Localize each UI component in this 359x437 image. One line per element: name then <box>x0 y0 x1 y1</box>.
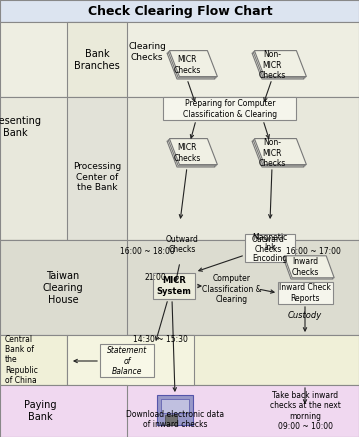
FancyBboxPatch shape <box>163 97 296 120</box>
Text: Inward Check
Reports: Inward Check Reports <box>279 283 331 303</box>
Polygon shape <box>253 52 305 78</box>
Text: 16:00 ~ 17:00: 16:00 ~ 17:00 <box>285 247 340 257</box>
Text: Inward
Checks: Inward Checks <box>291 257 319 277</box>
Text: Non-
MICR
Checks: Non- MICR Checks <box>258 138 286 168</box>
FancyBboxPatch shape <box>67 97 127 240</box>
Text: Take back inward
checks at the next
morning
09:00 ~ 10:00: Take back inward checks at the next morn… <box>270 391 340 431</box>
Text: MICR
Checks: MICR Checks <box>173 55 201 75</box>
Polygon shape <box>283 257 333 279</box>
FancyBboxPatch shape <box>0 385 127 437</box>
Text: Statement
of
Balance: Statement of Balance <box>107 346 147 376</box>
Polygon shape <box>167 141 215 167</box>
FancyBboxPatch shape <box>0 335 359 385</box>
Text: 21:00: 21:00 <box>144 273 166 281</box>
FancyBboxPatch shape <box>165 415 177 425</box>
Text: Check Clearing Flow Chart: Check Clearing Flow Chart <box>88 4 272 17</box>
Text: Outward
Checks: Outward Checks <box>165 235 199 254</box>
Polygon shape <box>168 140 216 166</box>
FancyBboxPatch shape <box>67 335 194 385</box>
FancyBboxPatch shape <box>0 240 127 335</box>
FancyBboxPatch shape <box>0 240 359 335</box>
FancyBboxPatch shape <box>245 234 295 262</box>
Text: Magnetic
Ink
Encoding: Magnetic Ink Encoding <box>252 233 288 263</box>
Text: Custody: Custody <box>288 311 322 319</box>
Text: Preparing for Computer
Classification & Clearing: Preparing for Computer Classification & … <box>183 99 277 119</box>
FancyBboxPatch shape <box>0 385 359 437</box>
Text: MICR
Checks: MICR Checks <box>173 143 201 163</box>
Polygon shape <box>252 53 304 79</box>
Text: Non-
MICR
Checks: Non- MICR Checks <box>258 50 286 80</box>
Polygon shape <box>253 140 305 166</box>
Polygon shape <box>252 141 304 167</box>
Text: Clearing
Checks: Clearing Checks <box>128 42 166 62</box>
FancyBboxPatch shape <box>0 22 359 97</box>
Text: Computer
Classification &
Clearing: Computer Classification & Clearing <box>202 274 262 304</box>
Text: Processing
Center of
the Bank: Processing Center of the Bank <box>73 162 121 192</box>
FancyBboxPatch shape <box>67 22 127 97</box>
FancyBboxPatch shape <box>0 97 359 240</box>
Polygon shape <box>168 52 216 78</box>
Text: 16:00 ~ 18:00: 16:00 ~ 18:00 <box>120 247 174 257</box>
Text: Bank
Branches: Bank Branches <box>74 49 120 71</box>
Polygon shape <box>169 139 218 165</box>
FancyBboxPatch shape <box>161 399 189 413</box>
FancyBboxPatch shape <box>0 0 359 22</box>
Text: Paying
Bank: Paying Bank <box>24 400 56 422</box>
FancyBboxPatch shape <box>278 282 333 304</box>
Polygon shape <box>255 139 306 165</box>
Text: Taiwan
Clearing
House: Taiwan Clearing House <box>43 271 83 305</box>
Polygon shape <box>284 256 334 278</box>
FancyBboxPatch shape <box>153 273 195 299</box>
FancyBboxPatch shape <box>157 395 193 425</box>
FancyBboxPatch shape <box>0 335 67 385</box>
Text: Download electronic data
of inward checks: Download electronic data of inward check… <box>126 409 224 429</box>
Polygon shape <box>167 53 215 79</box>
Text: Outward
Checks: Outward Checks <box>252 235 284 254</box>
Text: Central
Bank of
the
Republic
of China: Central Bank of the Republic of China <box>5 335 38 385</box>
Polygon shape <box>255 51 306 76</box>
Polygon shape <box>169 51 218 76</box>
FancyBboxPatch shape <box>100 344 154 377</box>
Text: MICR
System: MICR System <box>157 276 191 296</box>
Text: 14:30 ~ 15:30: 14:30 ~ 15:30 <box>132 335 187 344</box>
Text: Presenting
Bank: Presenting Bank <box>0 116 41 138</box>
